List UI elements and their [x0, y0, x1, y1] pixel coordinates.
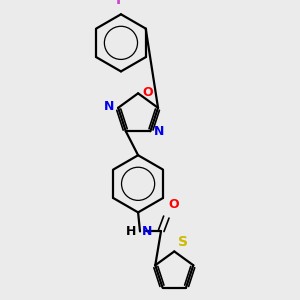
Text: N: N: [142, 225, 152, 238]
Text: H: H: [126, 225, 136, 238]
Text: N: N: [154, 125, 165, 138]
Text: S: S: [178, 235, 188, 249]
Text: O: O: [142, 86, 152, 99]
Text: N: N: [104, 100, 114, 113]
Text: O: O: [169, 198, 179, 212]
Text: F: F: [116, 0, 126, 7]
